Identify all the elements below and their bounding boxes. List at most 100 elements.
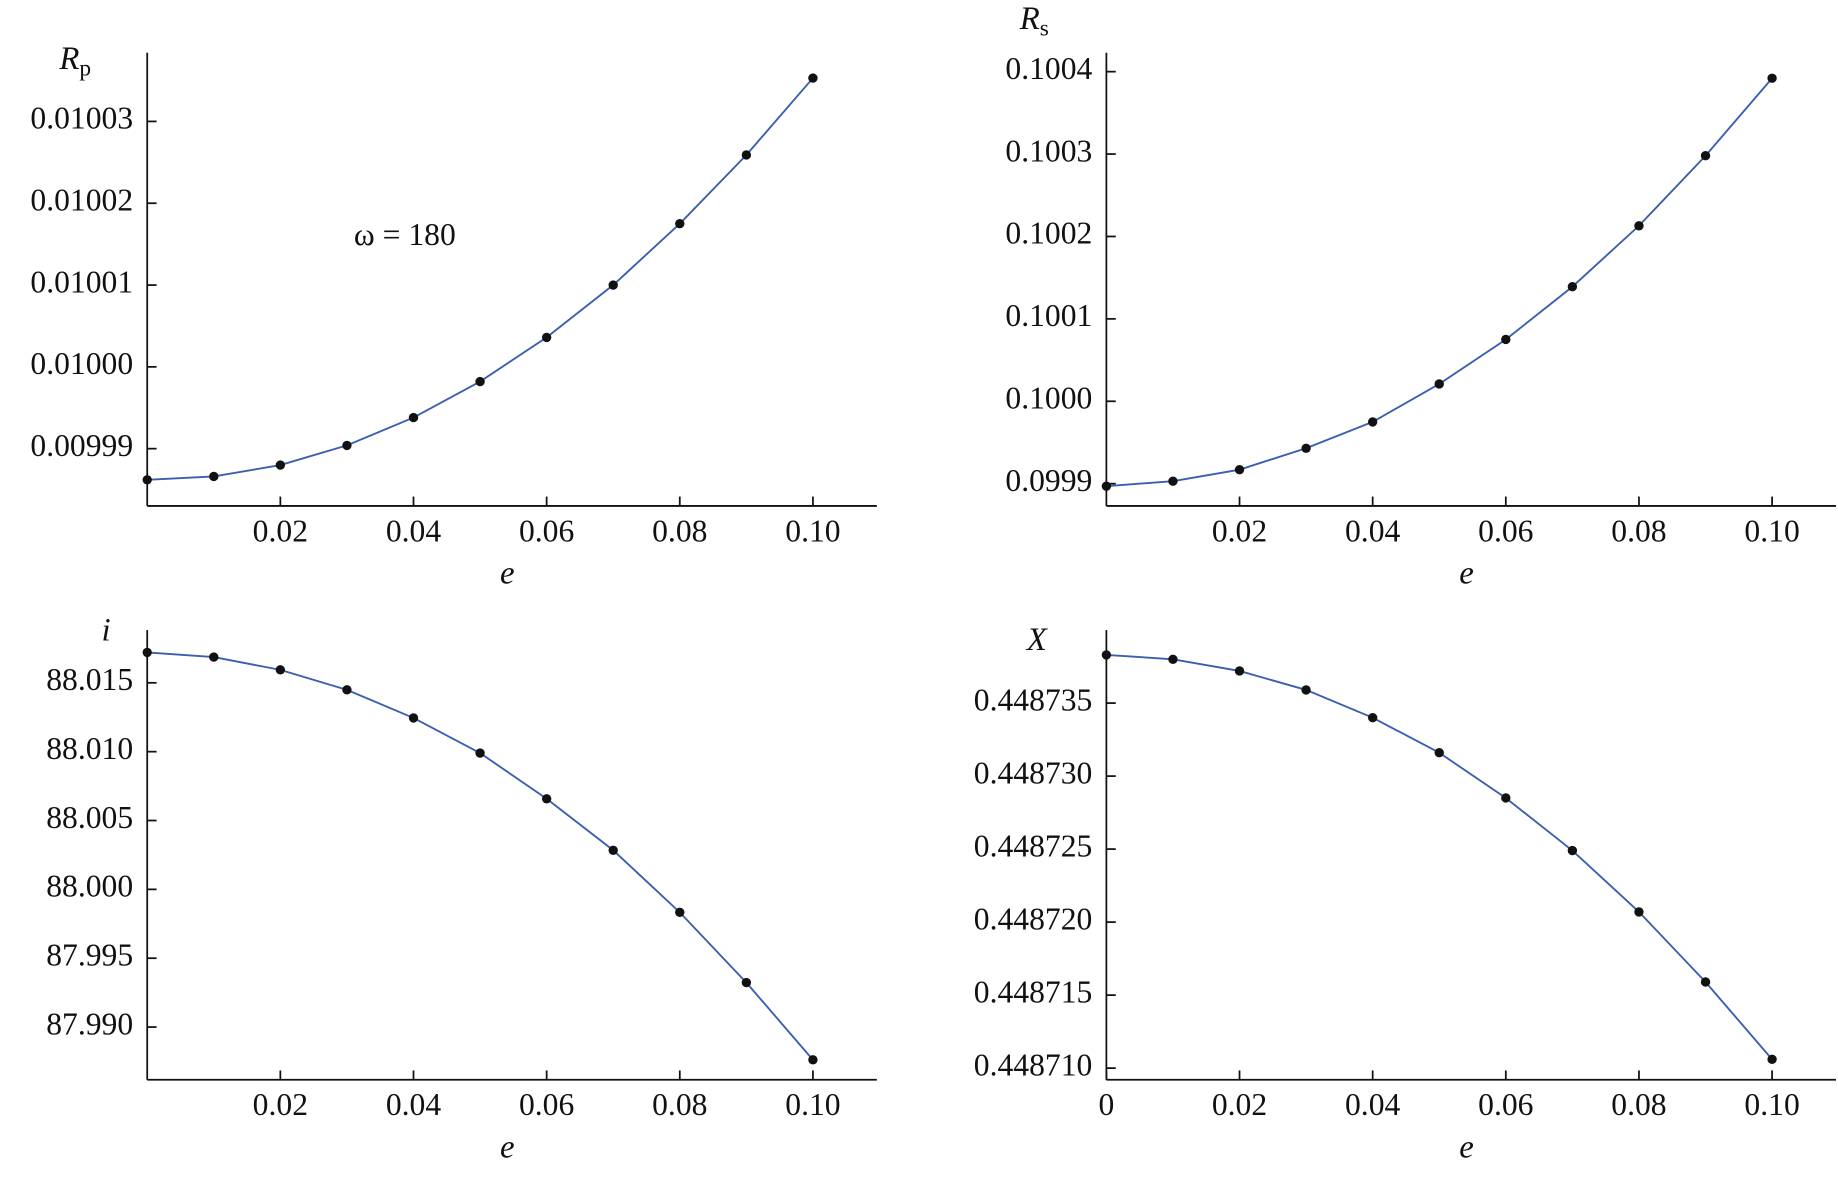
data-point (1634, 907, 1644, 917)
x-tick-label: 0.10 (785, 1087, 840, 1122)
y-tick-label: 0.01001 (30, 264, 133, 299)
data-point (808, 73, 818, 83)
x-axis-label: e (500, 1130, 515, 1166)
y-axis-label-main: i (102, 612, 111, 648)
y-tick-label: 0.448720 (974, 901, 1093, 936)
x-tick-label: 0.10 (785, 513, 840, 548)
x-tick-label: 0.06 (519, 513, 574, 548)
x-tick-label: 0.08 (652, 1087, 707, 1122)
data-point (1501, 793, 1511, 803)
y-axis-label-subscript: p (79, 56, 91, 82)
data-point (1434, 748, 1444, 758)
y-tick-label: 0.00999 (30, 428, 133, 463)
x-tick-label: 0.02 (1212, 513, 1267, 548)
data-point (608, 845, 618, 855)
y-tick-label: 0.1004 (1005, 51, 1092, 86)
data-point (1101, 481, 1112, 491)
data-point (741, 977, 752, 988)
data-point (1168, 654, 1178, 664)
y-tick-label: 88.000 (46, 869, 133, 904)
data-point (1168, 476, 1178, 486)
x-tick-label: 0.08 (1611, 513, 1666, 548)
data-line (147, 651, 814, 1061)
y-axis-label-main: X (1025, 621, 1049, 657)
y-tick-label: 0.448715 (974, 974, 1093, 1009)
x-tick-label: 0.02 (253, 1087, 308, 1122)
data-line (147, 77, 814, 481)
data-point (1367, 417, 1378, 427)
data-point (475, 748, 485, 758)
data-point (342, 440, 352, 451)
annotation: ω = 180 (354, 217, 456, 252)
y-tick-label: 0.448725 (974, 828, 1093, 863)
y-tick-label: 0.448730 (974, 755, 1093, 790)
y-tick-label: 0.1002 (1005, 216, 1092, 251)
data-point (275, 665, 286, 675)
y-axis-label: Rp (58, 40, 91, 81)
data-point (1501, 334, 1511, 345)
data-point (142, 647, 152, 658)
y-tick-label: 0.1000 (1005, 381, 1092, 416)
data-point (342, 685, 352, 695)
y-axis-label-main: R (58, 40, 79, 76)
x-tick-label: 0.08 (1611, 1087, 1666, 1122)
data-point (541, 332, 552, 343)
data-point (1234, 666, 1245, 676)
x-axis-label: e (1459, 556, 1474, 592)
data-point (808, 1055, 818, 1065)
data-line (1106, 77, 1773, 488)
data-point (475, 376, 485, 387)
data-point (408, 412, 419, 423)
data-point (1301, 443, 1311, 453)
x-tick-label: 0.04 (1345, 1087, 1401, 1122)
data-point (675, 907, 685, 918)
data-point (1567, 282, 1578, 292)
x-tick-label: 0.08 (652, 513, 707, 548)
data-point (275, 460, 286, 470)
data-point (1367, 712, 1378, 723)
x-axis-label: e (500, 556, 515, 592)
x-tick-label: 0.04 (1345, 513, 1401, 548)
data-point (209, 471, 219, 482)
y-tick-label: 0.01002 (30, 182, 133, 217)
data-point (1434, 379, 1444, 389)
data-point (1634, 221, 1644, 231)
data-point (1767, 1054, 1777, 1065)
y-tick-label: 87.995 (46, 937, 133, 972)
data-point (608, 280, 618, 290)
y-tick-label: 0.01003 (30, 101, 133, 136)
data-point (1700, 977, 1711, 987)
y-tick-label: 88.010 (46, 731, 133, 766)
x-tick-label: 0.10 (1744, 1087, 1799, 1122)
x-tick-label: 0.02 (253, 513, 308, 548)
data-point (675, 219, 685, 229)
data-line (1106, 653, 1773, 1060)
x-tick-label: 0.04 (386, 1087, 442, 1122)
x-tick-label: 0.06 (519, 1087, 574, 1122)
data-point (1101, 650, 1112, 660)
y-axis-label: X (1025, 621, 1049, 657)
x-tick-label: 0.06 (1478, 1087, 1533, 1122)
data-point (142, 475, 152, 485)
x-tick-label: 0.10 (1744, 513, 1799, 548)
x-tick-label: 0 (1098, 1087, 1114, 1122)
x-tick-label: 0.06 (1478, 513, 1533, 548)
y-tick-label: 0.01000 (30, 346, 133, 381)
data-point (1767, 73, 1777, 83)
x-axis-label: e (1459, 1130, 1474, 1166)
y-tick-label: 0.1001 (1005, 298, 1092, 333)
data-point (1234, 464, 1245, 475)
y-axis-label: Rs (1019, 1, 1049, 42)
y-tick-label: 88.015 (46, 662, 133, 697)
y-tick-label: 0.448710 (974, 1047, 1093, 1082)
y-tick-label: 0.0999 (1005, 463, 1092, 498)
y-axis-label-subscript: s (1040, 16, 1049, 42)
x-tick-label: 0.04 (386, 513, 442, 548)
data-point (1567, 845, 1578, 856)
y-tick-label: 88.005 (46, 800, 133, 835)
y-tick-label: 0.448735 (974, 682, 1093, 717)
data-point (209, 652, 219, 662)
data-point (541, 794, 552, 804)
